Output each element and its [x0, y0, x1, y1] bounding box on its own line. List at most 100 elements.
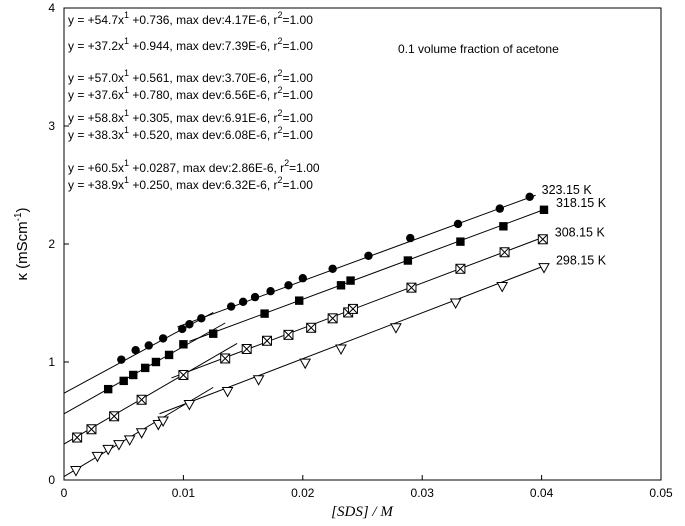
data-point-series-0 — [328, 264, 337, 273]
data-point-series-3 — [449, 298, 462, 310]
data-point-series-0 — [525, 192, 534, 201]
x-tick-label: 0.05 — [649, 486, 673, 500]
data-point-series-3 — [91, 451, 104, 463]
data-point-series-2 — [283, 329, 294, 340]
fit-line-series-2 — [171, 235, 548, 379]
data-point-series-0 — [226, 302, 236, 311]
data-point-series-3 — [390, 323, 402, 334]
data-point-series-1 — [295, 296, 304, 305]
fit-equation: y = +38.3x1 +0.520, max dev:6.08E-6, r2=… — [68, 125, 313, 142]
y-tick-label: 4 — [48, 1, 55, 15]
data-point-series-2 — [241, 344, 252, 355]
data-point-series-3 — [221, 387, 234, 398]
data-point-series-2 — [537, 234, 548, 245]
data-point-series-3 — [299, 358, 312, 370]
fit-equation: y = +37.6x1 +0.780, max dev:6.56E-6, r2=… — [68, 85, 313, 102]
data-point-series-0 — [158, 334, 168, 343]
data-point-series-1 — [119, 376, 128, 386]
data-point-series-0 — [406, 233, 415, 243]
data-point-series-1 — [140, 363, 150, 373]
data-point-series-0 — [185, 320, 194, 329]
data-point-series-1 — [499, 222, 508, 231]
x-tick-label: 0.02 — [291, 486, 315, 500]
series-label: 298.15 K — [556, 254, 607, 268]
data-point-series-2 — [86, 424, 97, 435]
data-point-series-3 — [538, 263, 550, 274]
fit-lines — [63, 194, 548, 478]
x-tick-label: 0.01 — [172, 486, 196, 500]
data-point-series-3 — [335, 344, 347, 356]
data-point-series-3 — [135, 428, 148, 439]
fit-equation: y = +38.9x1 +0.250, max dev:6.32E-6, r2=… — [68, 175, 313, 192]
data-point-series-0 — [364, 251, 373, 260]
y-tick-label: 3 — [48, 119, 55, 133]
data-point-series-1 — [103, 384, 113, 394]
x-tick-label: 0.04 — [530, 486, 554, 500]
data-point-series-0 — [197, 314, 206, 323]
data-point-series-1 — [456, 237, 465, 246]
data-point-series-0 — [117, 355, 126, 364]
data-point-series-0 — [178, 324, 187, 334]
data-point-series-2 — [261, 335, 272, 346]
data-point-series-1 — [209, 329, 218, 338]
data-point-series-3 — [113, 440, 125, 451]
y-tick-label: 0 — [48, 473, 55, 487]
data-point-series-0 — [238, 297, 248, 307]
y-tick-label: 2 — [48, 237, 55, 251]
data-point-series-2 — [499, 247, 510, 258]
fit-equation: y = +60.5x1 +0.0287, max dev:2.86E-6, r2… — [68, 158, 320, 175]
data-point-series-3 — [102, 444, 115, 456]
series-label: 323.15 K — [542, 183, 593, 197]
x-tick-label: 0.03 — [411, 486, 435, 500]
data-point-series-1 — [151, 357, 161, 367]
x-axis: 0 0.01 0.02 0.03 0.04 0.05 — [61, 475, 673, 500]
data-point-series-3 — [496, 281, 509, 293]
y-axis-title-close: ) — [14, 207, 31, 212]
y-axis-title: κ (mScm-1) — [13, 207, 31, 280]
y-axis-title-main: κ (mScm — [14, 221, 31, 280]
data-point-series-0 — [284, 281, 293, 290]
data-point-series-2 — [136, 394, 147, 405]
data-markers — [70, 192, 550, 477]
data-point-series-3 — [70, 466, 82, 477]
data-point-series-0 — [250, 292, 260, 302]
series-label: 318.15 K — [556, 196, 607, 210]
data-point-series-2 — [72, 432, 83, 443]
data-point-series-0 — [298, 274, 307, 283]
data-point-series-0 — [453, 219, 463, 229]
x-tick-label: 0 — [61, 486, 68, 500]
data-point-series-1 — [336, 281, 346, 290]
y-axis: 0 1 2 3 4 — [48, 1, 69, 487]
data-point-series-1 — [129, 370, 138, 380]
data-point-series-2 — [220, 353, 231, 364]
data-point-series-1 — [179, 340, 188, 349]
data-point-series-0 — [144, 341, 153, 350]
data-point-series-2 — [306, 322, 317, 333]
data-point-series-1 — [539, 205, 549, 214]
annotation: 0.1 volume fraction of acetone — [398, 42, 559, 56]
series-label: 308.15 K — [555, 225, 606, 239]
data-point-series-2 — [109, 411, 120, 422]
data-point-series-2 — [347, 303, 358, 314]
y-axis-title-sup: -1 — [13, 212, 24, 221]
data-point-series-2 — [406, 282, 417, 293]
data-point-series-3 — [157, 416, 169, 428]
fit-line-series-3 — [159, 264, 548, 415]
data-point-series-3 — [183, 399, 196, 411]
data-point-series-1 — [260, 309, 269, 318]
y-tick-label: 1 — [48, 355, 55, 369]
x-axis-title: [SDS] / M — [331, 504, 394, 520]
fit-equations: y = +54.7x1 +0.736, max dev:4.17E-6, r2=… — [68, 10, 320, 192]
fit-line-series-1 — [189, 207, 548, 342]
data-point-series-3 — [123, 435, 136, 446]
data-point-series-3 — [252, 375, 265, 386]
fit-line-series-0 — [177, 194, 536, 328]
data-point-series-0 — [495, 204, 505, 213]
data-point-series-2 — [178, 369, 189, 380]
fit-equation: y = +37.2x1 +0.944, max dev:7.39E-6, r2=… — [68, 36, 313, 53]
fit-equation: y = +58.8x1 +0.305, max dev:6.91E-6, r2=… — [68, 108, 313, 125]
data-point-series-0 — [131, 346, 140, 355]
fit-equation: y = +54.7x1 +0.736, max dev:4.17E-6, r2=… — [68, 10, 313, 27]
